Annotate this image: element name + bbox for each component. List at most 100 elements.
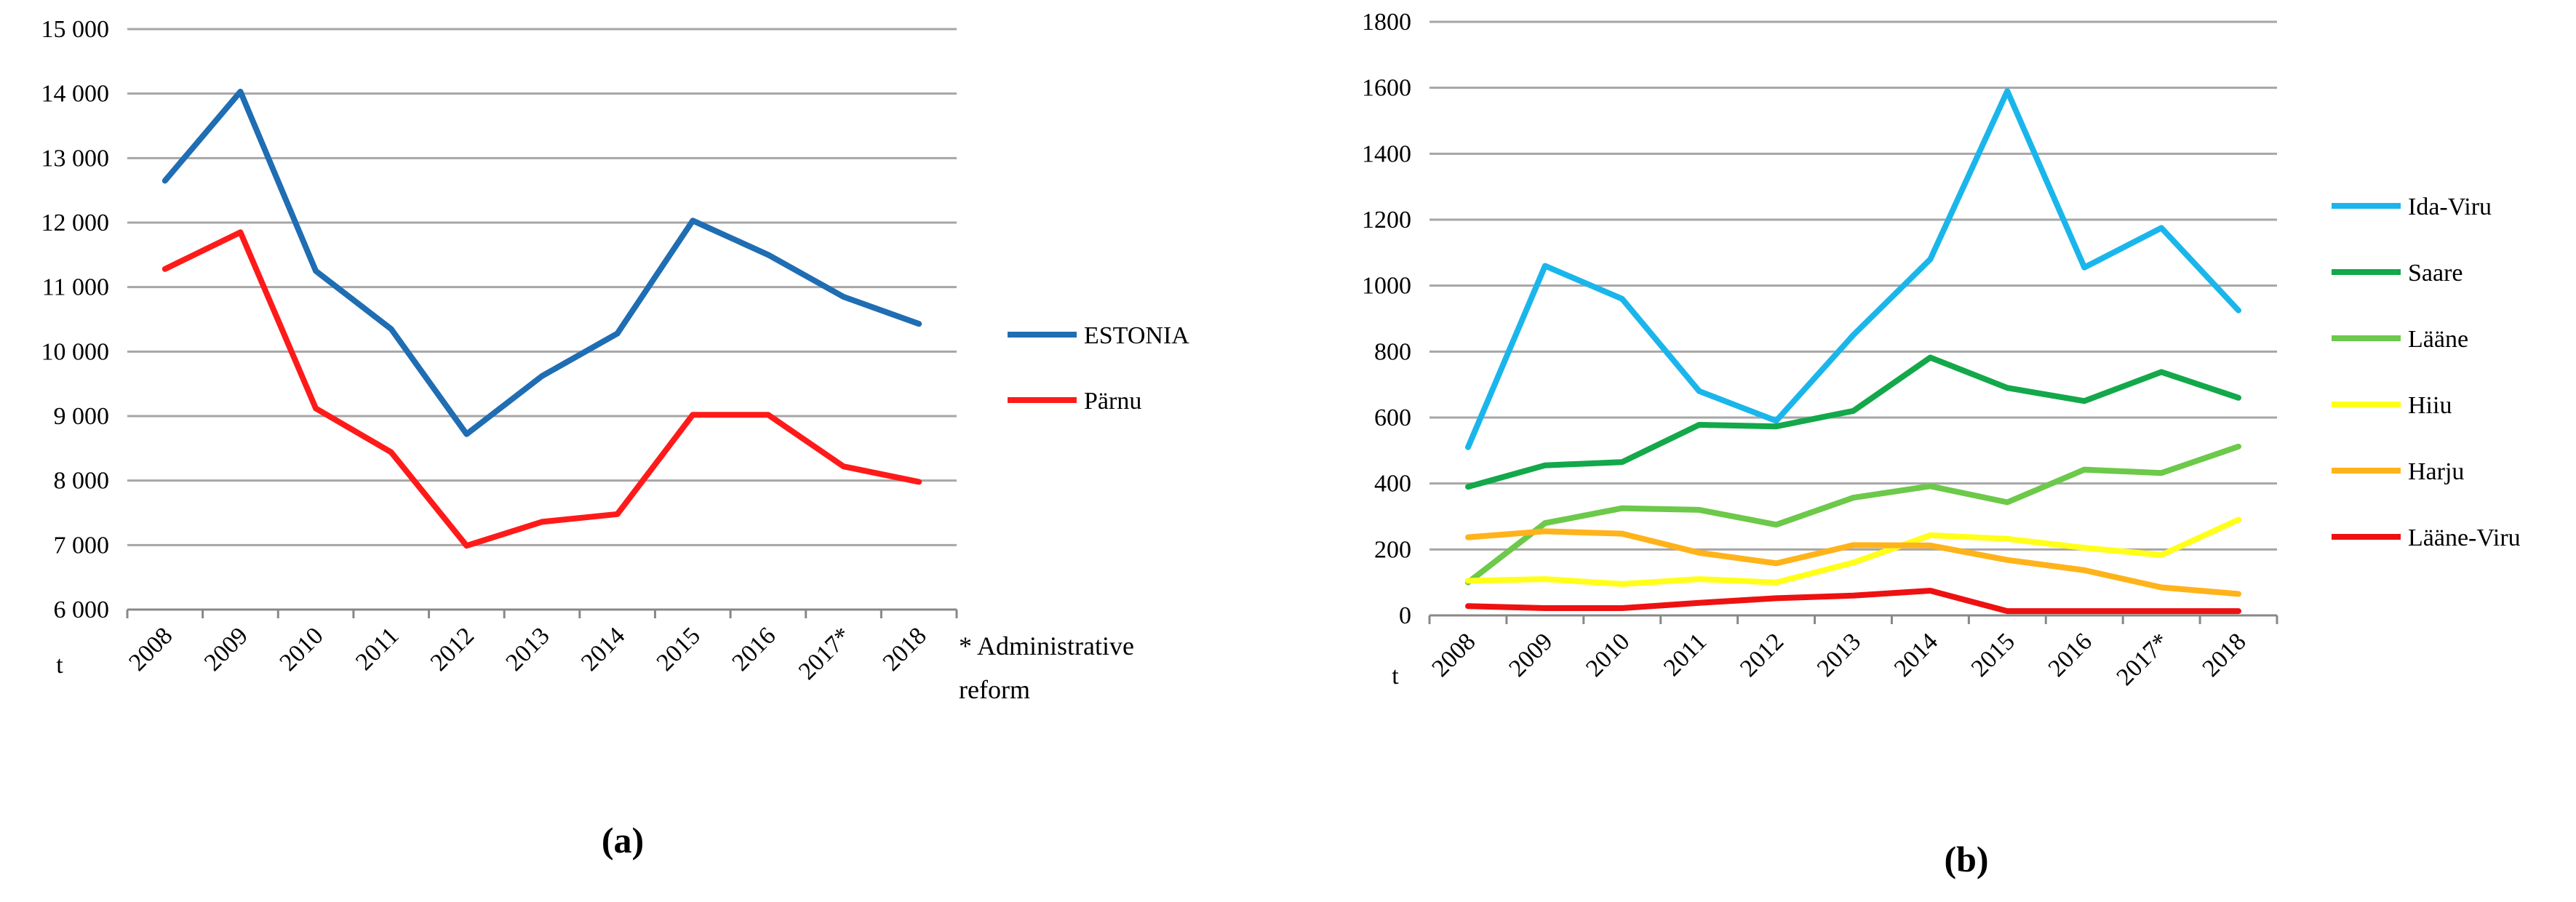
- chart-a-series-estonia-point: [843, 296, 845, 298]
- chart-a-x-tick-label: 2008: [124, 622, 178, 676]
- chart-a-y-tick-label: 13 000: [41, 145, 110, 172]
- chart-a-footnote: reform: [959, 675, 1030, 704]
- chart-b-series-saare-point: [2083, 400, 2085, 402]
- chart-b-series-l-ne-point: [2161, 472, 2162, 474]
- chart-b-legend-label-hiiu: Hiiu: [2408, 392, 2452, 419]
- chart-a-y-tick-label: 12 000: [41, 209, 110, 236]
- chart-a-y-tick-label: 6 000: [54, 596, 110, 623]
- chart-a-x-tick-label: 2015: [652, 622, 706, 676]
- chart-b-legend-label-ida-viru: Ida-Viru: [2408, 193, 2492, 220]
- chart-b-series-l-ne-viru-point: [2238, 610, 2239, 612]
- chart-a-estonia-parnu: 6 000 7 000 8 000 9 000 10 000 11 000 12 000 13…: [41, 16, 1190, 861]
- chart-a-x-tick-label: 2011: [351, 622, 404, 675]
- chart-b-y-tick-label: 800: [1374, 338, 1411, 365]
- chart-b-series-saare-point: [1776, 426, 1777, 427]
- chart-b-series-harju-point: [1467, 537, 1469, 538]
- chart-b-series-ida-viru-point: [2238, 310, 2239, 311]
- chart-b-series-l-ne-viru-point: [2083, 610, 2085, 612]
- chart-b-x-tick-label: 2010: [1581, 628, 1635, 682]
- chart-b-y-tick-label: 200: [1374, 536, 1411, 563]
- chart-a-y-tick-label: 11 000: [42, 274, 109, 301]
- chart-a-x-tick-label: 2018: [878, 622, 932, 676]
- chart-a-series-p-rnu-point: [843, 466, 845, 467]
- chart-a-series-estonia-line: [162, 89, 922, 437]
- chart-b-y-tick-label: 1800: [1362, 9, 1411, 36]
- chart-b-series-l-ne-viru-line: [1465, 588, 2241, 615]
- chart-b-legend-label-harju: Harju: [2408, 458, 2464, 485]
- chart-b-y-axis-label: t: [1392, 663, 1399, 690]
- chart-a-x-tick-label: 2009: [199, 622, 253, 676]
- chart-b-y-tick-label: 1000: [1362, 273, 1411, 300]
- chart-a-legend-label-estonia: ESTONIA: [1084, 322, 1189, 349]
- chart-b-series-hiiu-point: [1853, 562, 1854, 563]
- chart-b-series-ida-viru-point: [1929, 258, 1931, 260]
- chart-b-series-saare-point: [1853, 410, 1854, 412]
- chart-b-series-l-ne-viru-point: [2006, 610, 2008, 612]
- chart-b-series-hiiu-point: [2006, 538, 2008, 540]
- chart-a-series-p-rnu-line: [162, 229, 922, 549]
- chart-b-x-tick-label: 2008: [1427, 628, 1480, 682]
- chart-b-series-saare-point: [1929, 356, 1931, 358]
- chart-a-legend-label-p-rnu: Pärnu: [1084, 388, 1141, 415]
- chart-a-x-tick-label: 2017*: [794, 622, 856, 685]
- chart-a-y-tick-label: 15 000: [41, 16, 110, 43]
- chart-b-series-harju-point: [1853, 544, 1854, 546]
- chart-b-series-l-ne-point: [2238, 446, 2239, 447]
- chart-b-series-l-ne-viru-point: [1853, 595, 1854, 596]
- chart-a-y-axis-label: t: [56, 652, 63, 679]
- chart-b-series-ida-viru-point: [1776, 420, 1777, 422]
- chart-a-x-tick-label: 2016: [727, 622, 781, 676]
- chart-b-series-l-ne-point: [2083, 469, 2085, 471]
- chart-b-series-hiiu-point: [2238, 519, 2239, 521]
- chart-b-y-tick-label: 1200: [1362, 207, 1411, 234]
- chart-b-y-tick-label: 400: [1374, 471, 1411, 498]
- chart-b-series-harju-point: [1544, 530, 1546, 532]
- chart-b-y-tick-label: 1600: [1362, 75, 1411, 102]
- chart-a-series-estonia-point: [541, 375, 543, 377]
- chart-b-series-hiiu-line: [1465, 516, 2241, 587]
- chart-b-series-hiiu-point: [2161, 554, 2162, 556]
- chart-a-y-tick-label: 10 000: [41, 338, 110, 365]
- chart-b-series-hiiu-point: [1776, 582, 1777, 583]
- chart-a-panel-label: (a): [602, 820, 644, 861]
- chart-a-x-tick-label: 2014: [576, 622, 630, 676]
- chart-b-series-ida-viru-point: [2006, 90, 2008, 92]
- chart-b-legend-label-saare: Saare: [2408, 260, 2463, 287]
- chart-b-y-tick-label: 0: [1399, 602, 1411, 629]
- chart-a-x-tick-label: 2012: [426, 622, 479, 676]
- chart-b-series-l-ne-viru-point: [1544, 607, 1546, 609]
- chart-b-y-tick-label: 600: [1374, 404, 1411, 431]
- chart-b-x-tick-label: 2017*: [2112, 628, 2174, 690]
- chart-a-y-tick-label: 8 000: [54, 468, 110, 495]
- chart-b-x-tick-label: 2013: [1812, 628, 1866, 682]
- chart-b-x-tick-label: 2018: [2197, 628, 2251, 682]
- chart-b-series-harju-point: [1776, 562, 1777, 564]
- chart-b-series-l-ne-point: [2006, 502, 2008, 503]
- chart-b-series-l-ne-viru-point: [1776, 597, 1777, 599]
- chart-a-x-tick-label: 2013: [501, 622, 554, 676]
- chart-b-panel-label: (b): [1944, 839, 1988, 879]
- chart-b-series-harju-point: [2161, 586, 2162, 588]
- chart-b-series-saare-point: [2238, 397, 2239, 399]
- chart-a-series-estonia-point: [164, 180, 166, 181]
- chart-b-counties: 0 200 400 600 800 1000 1200 1400 1600 1800 2008 200…: [1362, 9, 2521, 879]
- chart-b-series-hiiu-point: [1544, 578, 1546, 580]
- chart-b-series-ida-viru-line: [1465, 88, 2241, 450]
- chart-a-footnote: * Administrative: [959, 631, 1134, 660]
- chart-a-y-tick-label: 9 000: [54, 403, 110, 430]
- chart-b-x-tick-label: 2011: [1659, 628, 1712, 681]
- chart-b-legend-label-l-ne: Lääne: [2408, 326, 2468, 353]
- chart-b-x-tick-label: 2012: [1735, 628, 1789, 682]
- chart-b-series-l-ne-point: [1929, 485, 1931, 487]
- chart-a-y-tick-label: 7 000: [54, 532, 110, 559]
- chart-a-series-estonia-point: [617, 333, 618, 335]
- chart-b-series-hiiu-point: [1467, 580, 1469, 581]
- chart-b-series-harju-point: [1929, 545, 1931, 546]
- chart-a-series-p-rnu-point: [239, 231, 241, 233]
- chart-b-series-l-ne-viru-point: [2161, 610, 2162, 612]
- chart-a-x-tick-label: 2010: [275, 622, 329, 676]
- chart-b-x-tick-label: 2014: [1889, 628, 1943, 682]
- chart-b-series-saare-line: [1465, 354, 2241, 490]
- chart-b-series-l-ne-viru-point: [1467, 605, 1469, 607]
